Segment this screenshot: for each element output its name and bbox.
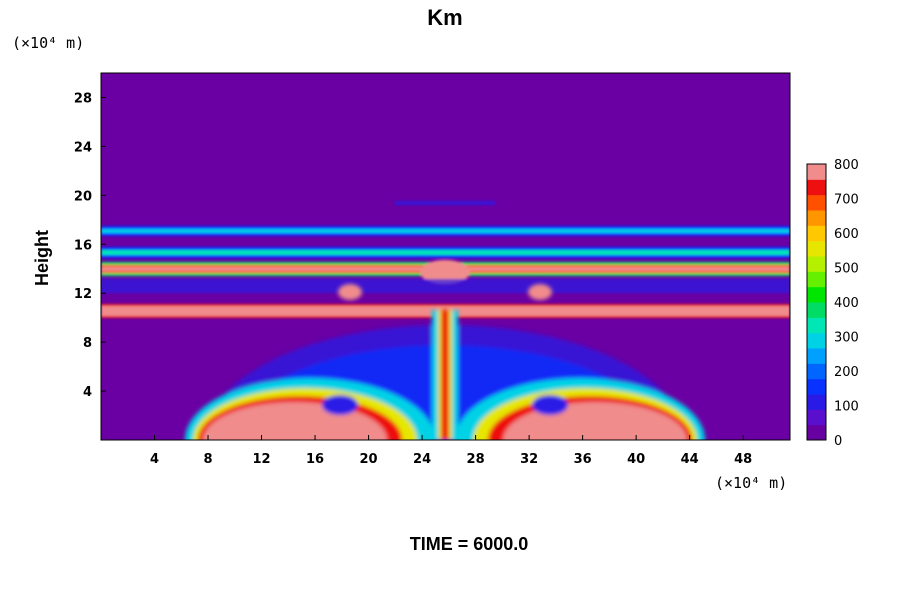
colorbar-swatch [807, 286, 826, 303]
colorbar-swatch [807, 256, 826, 272]
colorbar-frame [806, 163, 827, 441]
x-tick-label: 32 [520, 452, 538, 467]
colorbar-swatch [807, 348, 826, 364]
colorbar-tick-label: 300 [834, 331, 859, 346]
x-tick-label: 36 [574, 452, 592, 467]
colorbar-swatch [807, 394, 826, 410]
colorbar-tick-label: 200 [834, 365, 859, 380]
colorbar-tick-label: 700 [834, 193, 859, 208]
time-footer: TIME = 6000.0 [410, 534, 529, 554]
x-unit-label: (×10⁴ m) [715, 474, 787, 492]
y-tick-label: 4 [83, 385, 92, 400]
y-tick-label: 20 [74, 189, 92, 204]
colorbar-swatch [807, 363, 826, 380]
colorbar-swatch [807, 332, 826, 349]
plot-area [101, 73, 790, 440]
colorbar-tick-label: 600 [834, 227, 859, 242]
y-axis-label: Height [32, 230, 52, 286]
field-lower-structure [185, 284, 705, 440]
colorbar-ticks: 0 100 200 300 400 500 600 700 800 [834, 158, 859, 449]
y-tick-label: 8 [83, 336, 92, 351]
colorbar-tick-label: 500 [834, 262, 859, 277]
x-tick-label: 40 [627, 452, 645, 467]
x-tick-label: 28 [467, 452, 485, 467]
colorbar-tick-label: 400 [834, 296, 859, 311]
colorbar-tick-label: 800 [834, 158, 859, 173]
colorbar-swatch [807, 240, 826, 257]
x-tick-label: 48 [734, 452, 752, 467]
plot-frame [100, 72, 791, 441]
colorbar-swatch [807, 409, 826, 426]
chart-title: Km [427, 5, 462, 30]
y-unit-label: (×10⁴ m) [12, 34, 84, 52]
x-axis-ticks: 4 8 12 16 20 24 28 32 36 40 44 48 [150, 435, 752, 467]
x-tick-label: 4 [150, 452, 159, 467]
y-tick-label: 28 [74, 91, 92, 106]
x-tick-label: 20 [360, 452, 378, 467]
x-tick-label: 8 [204, 452, 213, 467]
colorbar-swatch [807, 179, 826, 196]
colorbar-tick-label: 100 [834, 400, 859, 415]
x-tick-label: 44 [681, 452, 699, 467]
colorbar-swatch [807, 194, 826, 211]
y-tick-label: 12 [74, 287, 92, 302]
colorbar-tick-label: 0 [834, 434, 842, 449]
colorbar-swatch [807, 317, 826, 334]
colorbar-swatch [807, 225, 826, 242]
x-tick-label: 24 [413, 452, 431, 467]
colorbar-swatch [807, 378, 826, 395]
colorbar-swatch [807, 210, 826, 226]
colorbar-swatch [807, 302, 826, 318]
colorbar [806, 163, 827, 441]
x-tick-label: 12 [252, 452, 270, 467]
colorbar-swatch [807, 271, 826, 288]
y-tick-label: 24 [74, 140, 92, 155]
x-tick-label: 16 [306, 452, 324, 467]
y-axis-ticks: 4 8 12 16 20 24 28 [74, 91, 106, 400]
colorbar-swatch [807, 424, 826, 441]
colorbar-swatch [807, 164, 826, 180]
y-tick-label: 16 [74, 238, 92, 253]
